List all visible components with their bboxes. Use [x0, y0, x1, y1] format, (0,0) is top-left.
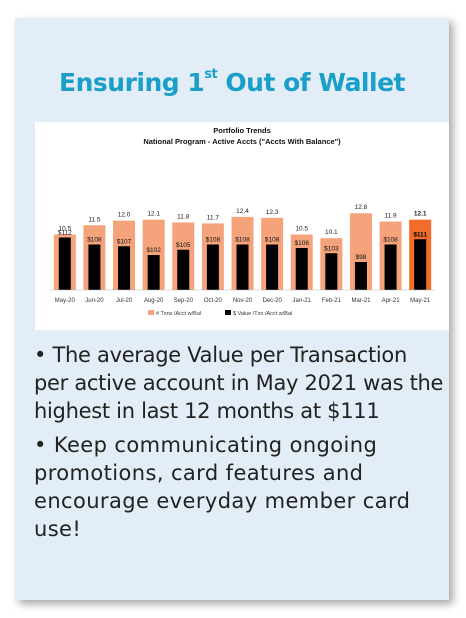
value-data-label: $108	[265, 237, 280, 244]
value-data-label: $105	[176, 242, 191, 249]
value-bar	[236, 244, 249, 290]
slide-card: Ensuring 1st Out of Wallet Portfolio Tre…	[15, 18, 449, 600]
value-data-label: $108	[235, 237, 250, 244]
value-bar	[414, 239, 427, 290]
title-main: Ensuring 1	[59, 68, 205, 97]
value-bar	[118, 246, 131, 290]
x-tick-label: Mar-21	[351, 298, 371, 304]
value-bar	[147, 255, 160, 290]
value-bar	[354, 262, 367, 290]
chart-title: Portfolio Trends	[213, 126, 271, 135]
value-bar	[384, 244, 397, 290]
value-bar	[88, 244, 101, 290]
txns-data-label: 12.1	[414, 211, 427, 218]
value-data-label: $111	[413, 231, 427, 238]
legend-swatch-value	[225, 310, 231, 315]
value-bar	[206, 244, 219, 290]
value-data-label: $106	[294, 240, 309, 247]
x-tick-label: May-20	[55, 298, 76, 304]
txns-data-label: 12.1	[147, 211, 160, 218]
txns-data-label: 11.7	[207, 214, 220, 221]
legend-label-txns: # Txns /Acct w/Bal	[156, 311, 201, 317]
txns-data-label: 11.9	[384, 213, 397, 220]
x-tick-label: Apr-21	[382, 298, 401, 304]
value-data-label: $102	[146, 247, 161, 254]
x-tick-label: Dec-20	[262, 298, 282, 304]
value-bar	[266, 244, 279, 290]
value-data-label: $98	[356, 254, 367, 261]
value-bar	[58, 237, 71, 290]
txns-data-label: 10.1	[325, 229, 338, 236]
txns-data-label: 12.3	[266, 209, 279, 216]
legend-swatch-txns	[148, 310, 154, 315]
slide-title: Ensuring 1st Out of Wallet	[15, 66, 449, 97]
chart-container: Portfolio Trends National Program - Activ…	[35, 122, 449, 330]
txns-data-label: 11.5	[88, 216, 101, 223]
value-data-label: $108	[87, 237, 102, 244]
value-data-label: $108	[383, 237, 398, 244]
value-data-label: $108	[206, 237, 221, 244]
title-end: Out of Wallet	[217, 68, 405, 97]
value-data-label: $112	[58, 230, 72, 237]
value-bar	[295, 248, 308, 290]
value-bar	[177, 249, 190, 290]
x-tick-label: Sep-20	[174, 298, 194, 304]
chart-subtitle: National Program - Active Accts ("Accts …	[143, 137, 341, 146]
x-tick-label: Nov-20	[233, 298, 253, 304]
txns-data-label: 12.4	[236, 208, 249, 215]
value-bar	[325, 253, 338, 290]
txns-data-label: 12.8	[355, 204, 368, 211]
txns-data-label: 10.5	[58, 226, 71, 233]
bullet-list: • The average Value per Transaction per …	[34, 341, 446, 549]
bullet-value-per-transaction: • The average Value per Transaction per …	[34, 343, 444, 423]
portfolio-trends-chart: Portfolio Trends National Program - Activ…	[50, 126, 435, 317]
txns-data-label: 10.5	[295, 226, 308, 233]
x-tick-label: Jul-20	[116, 298, 133, 304]
x-tick-label: Jan-21	[293, 298, 312, 304]
title-superscript: st	[204, 66, 218, 82]
x-tick-label: Jun-20	[85, 298, 104, 304]
bullet-keep-communicating: • Keep communicating ongoing promotions,…	[34, 433, 411, 541]
txns-data-label: 11.8	[177, 213, 190, 220]
x-tick-label: Feb-21	[322, 298, 342, 304]
txns-data-label: 12.0	[118, 212, 131, 219]
x-tick-label: May-21	[410, 298, 431, 304]
x-tick-label: Oct-20	[204, 298, 223, 304]
value-data-label: $107	[117, 238, 132, 245]
x-tick-label: Aug-20	[144, 298, 164, 304]
value-data-label: $103	[324, 245, 339, 252]
legend-label-value: $ Value /Txn /Acct w/Bal	[233, 311, 292, 317]
